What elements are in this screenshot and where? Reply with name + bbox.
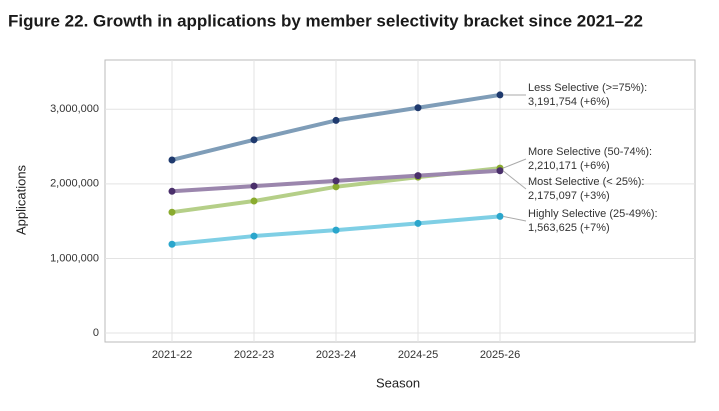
data-point xyxy=(415,220,422,227)
data-point xyxy=(333,117,340,124)
leader-line xyxy=(503,216,526,221)
value-label: 1,563,625 (+7%) xyxy=(528,222,610,234)
y-tick-label: 2,000,000 xyxy=(50,178,99,190)
data-point xyxy=(169,209,176,216)
x-tick-label: 2023-24 xyxy=(316,349,356,361)
series-label: Less Selective (>=75%): xyxy=(528,82,647,94)
data-point xyxy=(251,198,258,205)
value-label: 2,175,097 (+3%) xyxy=(528,190,610,202)
value-label: 3,191,754 (+6%) xyxy=(528,96,610,108)
x-tick-label: 2021-22 xyxy=(152,349,192,361)
chart-title: Figure 22. Growth in applications by mem… xyxy=(8,11,643,30)
data-point xyxy=(333,177,340,184)
data-point xyxy=(251,183,258,190)
series-label: More Selective (50-74%): xyxy=(528,146,652,158)
data-point xyxy=(251,233,258,240)
leader-line xyxy=(503,171,526,189)
x-axis-title: Season xyxy=(376,375,420,390)
y-tick-label: 1,000,000 xyxy=(50,252,99,264)
data-point xyxy=(333,227,340,234)
series-label: Highly Selective (25-49%): xyxy=(528,208,658,220)
x-tick-label: 2024-25 xyxy=(398,349,438,361)
data-point xyxy=(415,104,422,111)
y-tick-label: 3,000,000 xyxy=(50,103,99,115)
data-point xyxy=(169,241,176,248)
data-point xyxy=(333,183,340,190)
x-tick-label: 2022-23 xyxy=(234,349,274,361)
data-point xyxy=(251,136,258,143)
series-label: Most Selective (< 25%): xyxy=(528,176,644,188)
leader-line xyxy=(503,159,526,168)
data-point xyxy=(415,172,422,179)
data-point xyxy=(169,188,176,195)
data-point xyxy=(497,91,504,98)
data-point xyxy=(497,167,504,174)
data-point xyxy=(497,213,504,220)
data-point xyxy=(169,156,176,163)
y-axis-title: Applications xyxy=(13,164,28,235)
x-tick-label: 2025-26 xyxy=(480,349,520,361)
value-label: 2,210,171 (+6%) xyxy=(528,160,610,172)
y-tick-label: 0 xyxy=(93,327,99,339)
